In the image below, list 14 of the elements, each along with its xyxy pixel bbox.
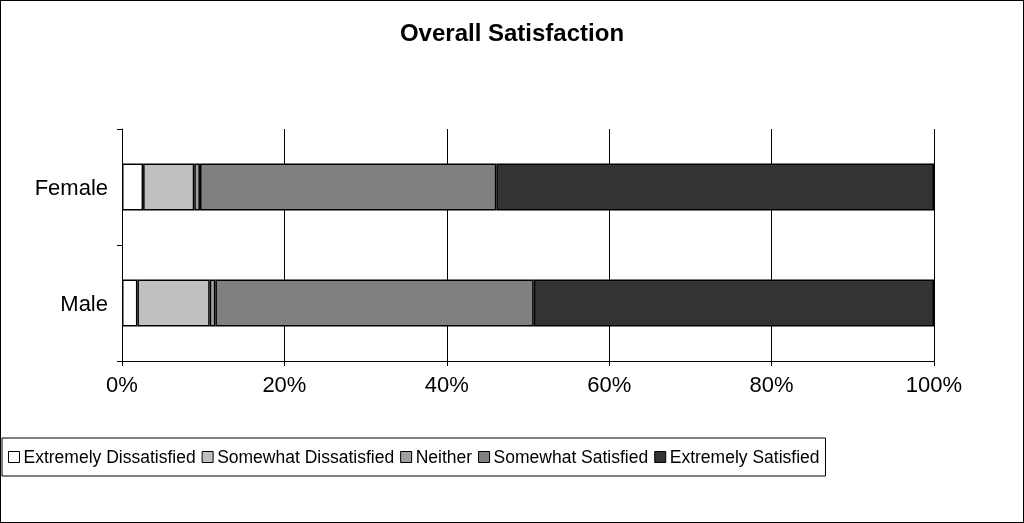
legend-label: Neither bbox=[415, 447, 473, 467]
x-tick-label: 60% bbox=[587, 371, 632, 397]
legend-label: Extremely Dissatisfied bbox=[23, 447, 196, 467]
x-tick-label: 40% bbox=[424, 371, 469, 397]
y-tick-label: Female bbox=[34, 174, 108, 200]
legend-label: Extremely Satisfied bbox=[669, 447, 820, 467]
x-tick-label: 100% bbox=[905, 371, 963, 397]
x-tick-label: 0% bbox=[106, 371, 138, 397]
chart-title: Overall Satisfaction bbox=[399, 18, 625, 46]
legend-label: Somewhat Satisfied bbox=[493, 447, 649, 467]
x-tick-label: 20% bbox=[262, 371, 307, 397]
x-tick-label: 80% bbox=[749, 371, 794, 397]
y-tick-label: Male bbox=[60, 290, 108, 316]
legend-label: Somewhat Dissatisfied bbox=[217, 447, 395, 467]
